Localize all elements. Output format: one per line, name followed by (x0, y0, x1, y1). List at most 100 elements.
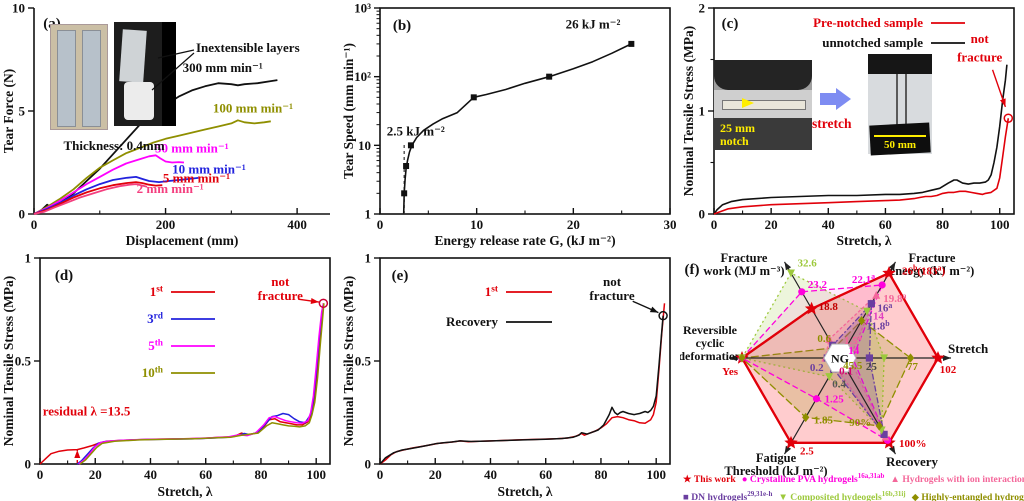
marker-icon: ■ (683, 492, 692, 501)
y-tick: 0 (19, 207, 26, 222)
radar-value: Yes (722, 366, 739, 378)
radar-value: 0.2 (810, 362, 824, 374)
legend-label: 10th (142, 365, 164, 380)
panel-tag: (d) (55, 268, 73, 284)
chart-svg-c: 0 20 40 60 80 100 0 1 2 Stretch, λ Nominal Tensile… (681, 1, 1015, 248)
radar-value: 0.4 (832, 378, 846, 390)
x-tick: 80 (254, 467, 267, 482)
panel-a: 0 200 400 0 5 10 Displacement (mm) Tear Force (… (0, 0, 340, 250)
annotation: 2.5 kJ m⁻² (387, 123, 445, 138)
y-tick: 10 (12, 1, 25, 16)
radar-legend-label: This work (693, 474, 736, 486)
y-tick: 0 (25, 457, 32, 472)
annotation: 50 mm min⁻¹ (155, 141, 229, 156)
y-tick: 1 (25, 251, 32, 266)
legend-label: 1st (150, 284, 164, 299)
annotation: not (603, 274, 622, 289)
radar-value: 25 (866, 361, 878, 373)
not-fracture-marker (658, 310, 668, 321)
x-axis-label: Energy release rate G, (kJ m⁻²) (434, 233, 615, 248)
ng-label: NG (831, 352, 849, 366)
y-tick: 10² (354, 69, 371, 84)
ng-badge (823, 343, 857, 373)
y-tick: 0 (699, 207, 706, 222)
x-tick: 40 (144, 467, 157, 482)
x-tick: 60 (879, 217, 892, 232)
radar-legend-row: ■ DN hydrogels29,31e-h ▼ Composited hydeo… (680, 487, 1024, 501)
x-tick: 30 (664, 217, 677, 232)
series-2-mm-min-1 (33, 183, 148, 215)
legend: 1st Recovery (446, 284, 552, 329)
radar-legend-item: ▼ Composited hydeogels16b,31ij (778, 490, 905, 501)
radar-value: 2.5 (800, 445, 814, 457)
x-tick: 60 (199, 467, 212, 482)
notch-label-line1: 25 mm (720, 121, 755, 135)
clamp (162, 22, 176, 126)
y-axis-label: Nominal Tensile Stress (MPa) (681, 26, 696, 196)
radar-legend-row: ★ This work ● Crystalline PVA hydrogels16… (680, 469, 1024, 487)
radar-axis-label-fracture_work: work (MJ m⁻³) (703, 264, 784, 278)
y-tick: 0.5 (355, 354, 372, 369)
panel-c: 0 20 40 60 80 100 0 1 2 Stretch, λ Nominal Tensile… (680, 0, 1024, 250)
radar-legend-label: Crystalline PVA hydrogels (749, 474, 858, 486)
series-1st (39, 303, 325, 465)
x-tick: 0 (377, 467, 384, 482)
stretch-arrow-icon (820, 88, 862, 110)
star-icon: ★ (683, 474, 694, 486)
panel-tag: (c) (722, 16, 739, 32)
radar-legend-label: Highly-entangled hydrogel (921, 492, 1024, 501)
radar-legend-item: ★ This work (683, 474, 736, 485)
panel-e: 0 20 40 60 80 100 0 0.5 1 Stretch, λ Nominal Tensi… (340, 250, 680, 501)
panel-f: Stretch Fracture energy (kJ m⁻²) Fracture wo… (678, 250, 1024, 501)
x-axis-label: Displacement (mm) (126, 233, 239, 248)
radar-value: 0.1 (839, 365, 853, 377)
annotation: fracture (258, 288, 303, 303)
marker-icon: ▼ (778, 492, 791, 501)
y-axis-label: Nominal Tensile Stress (MPa) (1, 276, 16, 446)
radar-value: 23.2 (808, 279, 828, 291)
scale-label: 50 mm (883, 139, 917, 151)
annotation: fracture (957, 50, 1002, 65)
radar-legend-label: DN hydrogels (691, 492, 748, 501)
axes: 0 20 40 60 80 100 0 0.5 1 (355, 251, 671, 482)
annotation: 26 kJ m⁻² (566, 17, 621, 32)
chart-c: 0 20 40 60 80 100 0 1 2 Stretch, λ Nominal Tensile… (680, 0, 1024, 255)
radar-value: 0.6 (817, 333, 831, 345)
y-tick: 0.5 (15, 354, 32, 369)
radar-legend-item: ◆ Highly-entangled hydrogel31k (912, 492, 1024, 501)
y-tick: 10 (358, 138, 371, 153)
series-5th (78, 303, 325, 465)
sample-photo-clamped (114, 22, 176, 126)
annotation: not (971, 31, 990, 46)
radar-axis-label-stretch: Stretch (948, 341, 989, 356)
x-tick: 60 (539, 467, 552, 482)
radar-chart: Stretch Fracture energy (kJ m⁻²) Fracture wo… (678, 250, 1024, 501)
series-unnotched-sample (713, 64, 1008, 215)
x-tick: 20 (89, 467, 102, 482)
legend-label: 3rd (147, 311, 164, 326)
x-axis-label: Stretch, λ (157, 484, 212, 499)
radar-value: 14 (873, 310, 885, 322)
y-tick: 1 (365, 207, 372, 222)
legend: Pre-notched sample unnotched sample (813, 15, 965, 50)
chart-a: 0 200 400 0 5 10 Displacement (mm) Tear Force (… (0, 0, 340, 255)
radar-value: 102 (940, 364, 957, 376)
radar-value: 77 (907, 361, 919, 373)
radar-legend-item: ● Crystalline PVA hydrogels16a,31ab (742, 472, 885, 486)
radar-legend-item: ■ DN hydrogels29,31e-h (683, 490, 772, 501)
notched-sample-photo: 25 mm notch (714, 60, 812, 150)
radar-axis-label-recovery: Recovery (886, 454, 938, 469)
radar-legend-item: ▲ Hydrogels with ion interaction22,31cd (890, 474, 1024, 485)
y-tick: 1 (699, 104, 706, 119)
marker-icon: ◆ (911, 492, 922, 501)
annotation: 100 mm min⁻¹ (213, 101, 293, 116)
radar-legend-label: Hydrogels with ion interaction (902, 474, 1024, 486)
panel-tag: (e) (392, 268, 409, 284)
x-axis-label: Stretch, λ (497, 484, 552, 499)
stretch-label: stretch (812, 116, 852, 131)
radar-axis-label-fracture_work: Fracture (721, 251, 768, 265)
x-tick: 20 (429, 467, 442, 482)
x-tick: 20 (765, 217, 778, 232)
x-tick: 80 (594, 467, 607, 482)
axes: 0 10 20 30 1 10 10² 10³ (354, 1, 676, 233)
